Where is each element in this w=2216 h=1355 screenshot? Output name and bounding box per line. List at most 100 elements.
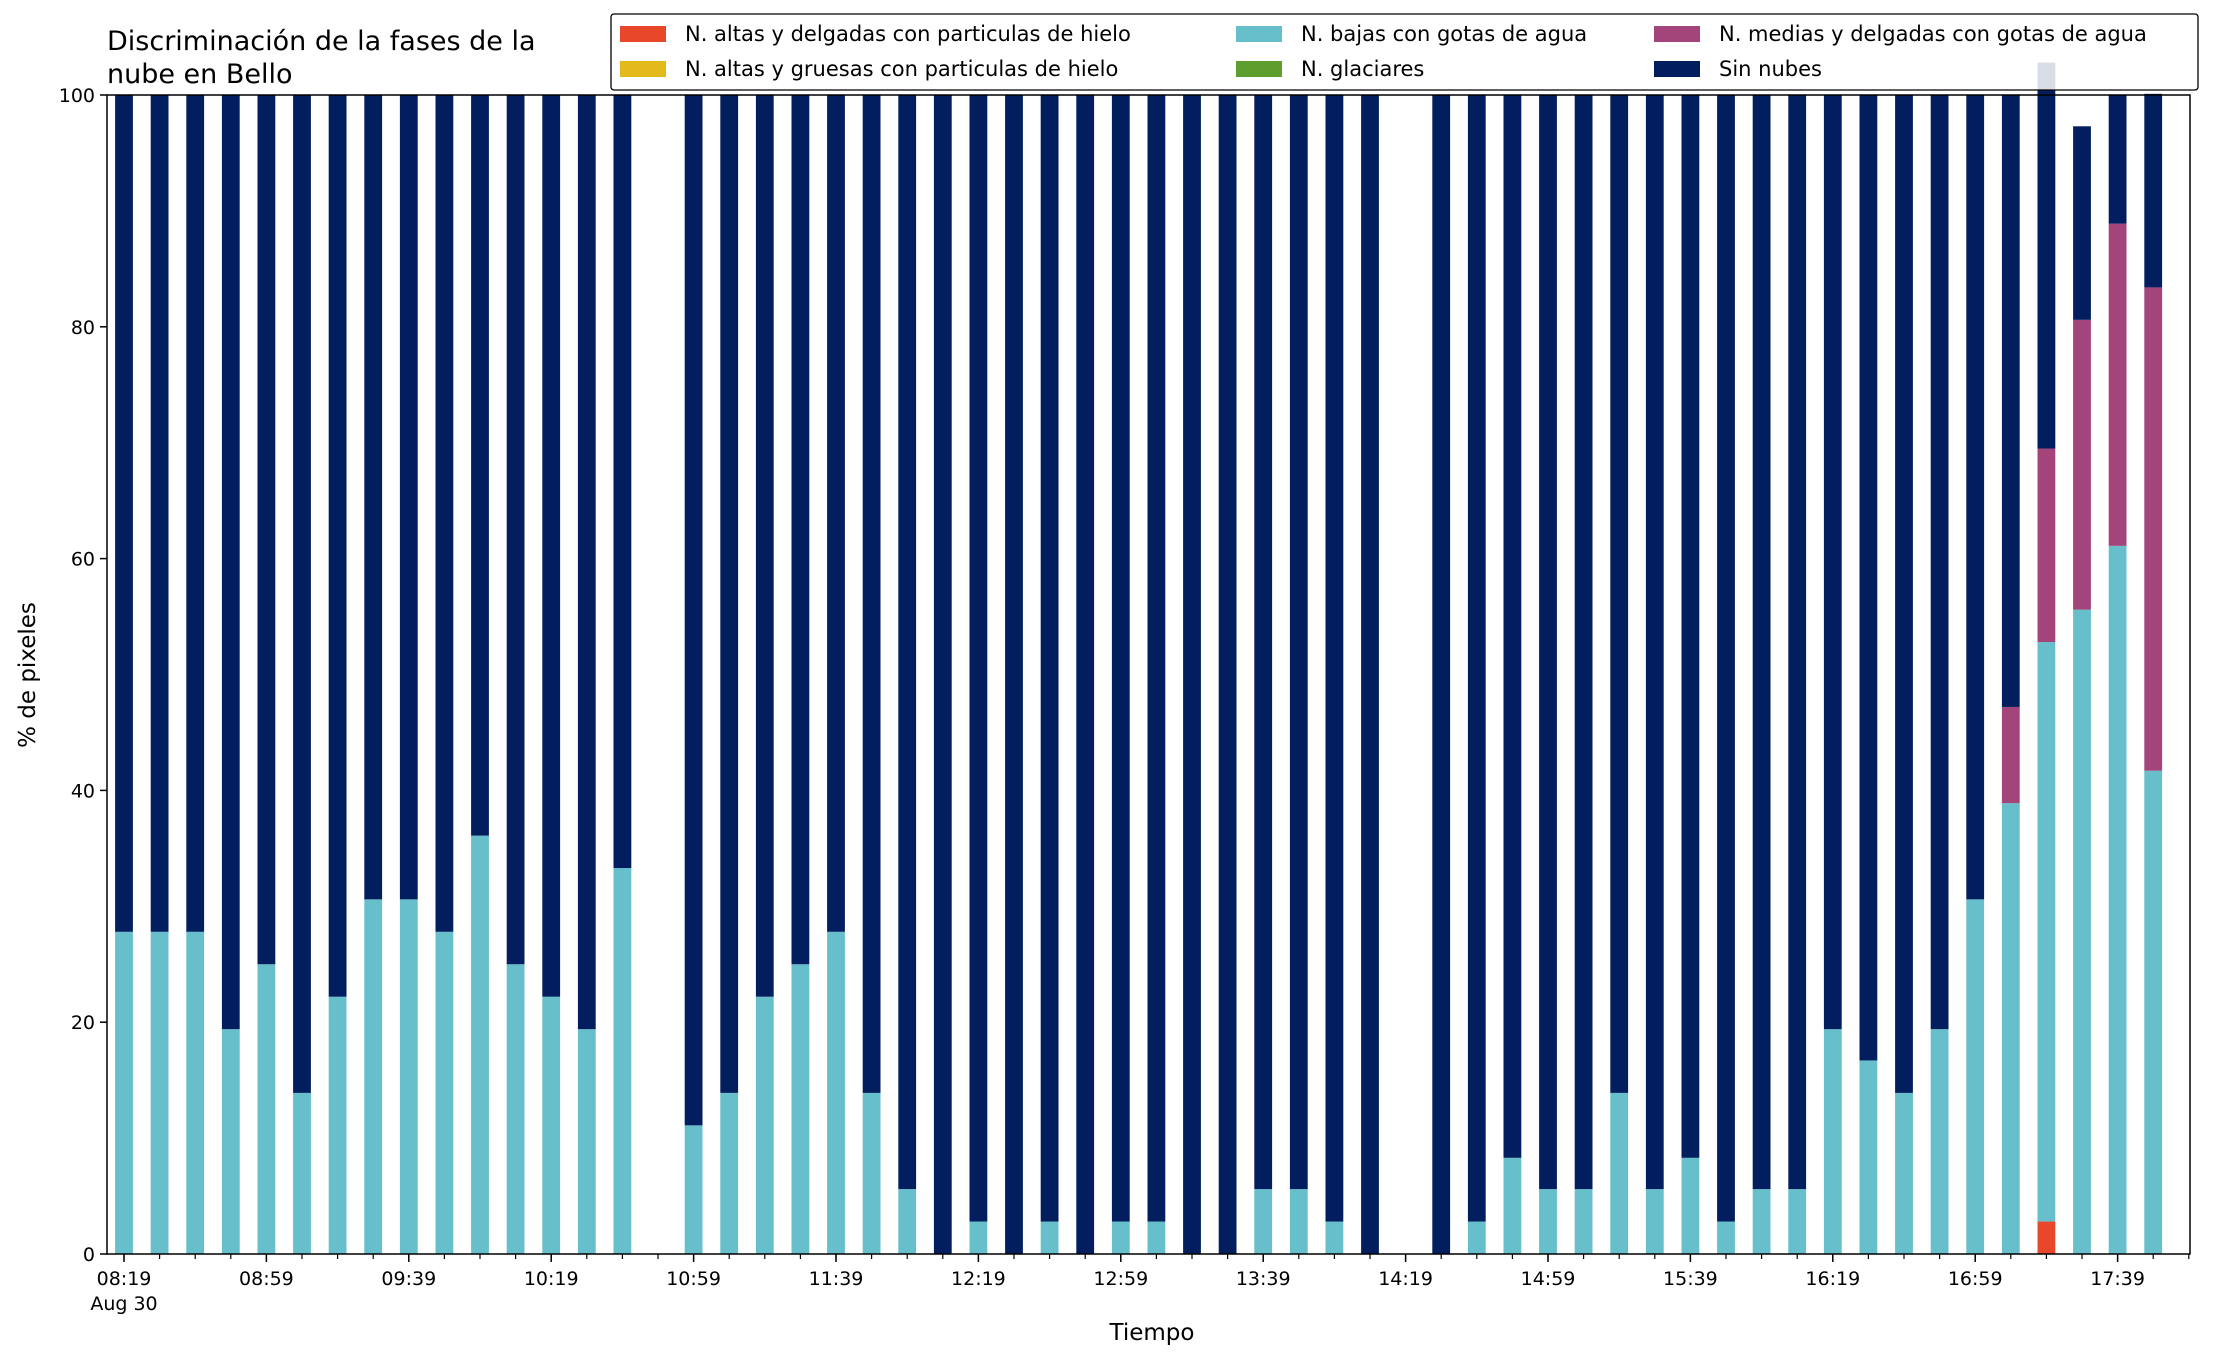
bar-segment bbox=[755, 996, 774, 1254]
bar-segment bbox=[1432, 95, 1451, 1254]
legend-swatch bbox=[620, 26, 666, 42]
x-axis-label: Tiempo bbox=[1109, 1320, 1195, 1346]
bar-segment bbox=[1040, 95, 1059, 1222]
bar-segment bbox=[1361, 95, 1379, 1254]
bar-segment bbox=[1895, 1092, 1913, 1254]
bar-segment bbox=[1325, 95, 1344, 1222]
bar-segment bbox=[862, 1092, 881, 1254]
bar-segment bbox=[2108, 95, 2127, 224]
bar-segment bbox=[1183, 95, 1201, 1254]
bar-segment bbox=[613, 95, 632, 869]
bar-segment bbox=[2037, 642, 2056, 1222]
bar-segment bbox=[1859, 1060, 1878, 1254]
bar-segment bbox=[2108, 223, 2127, 546]
bar-segment bbox=[969, 95, 988, 1222]
bar-segment bbox=[791, 95, 810, 965]
bar-segment bbox=[1539, 95, 1557, 1190]
bar-segment bbox=[1823, 1029, 1842, 1254]
bar-segment bbox=[1717, 1221, 1735, 1254]
legend-label: N. altas y gruesas con particulas de hie… bbox=[685, 57, 1118, 81]
bar-segment bbox=[150, 931, 169, 1254]
bar-segment bbox=[1539, 1189, 1557, 1254]
x-tick-sublabel: Aug 30 bbox=[90, 1293, 157, 1315]
bar-segment bbox=[2001, 803, 2020, 1254]
bar-segment bbox=[577, 1029, 596, 1254]
bar-segment bbox=[1610, 1092, 1629, 1254]
bar-segment bbox=[1574, 1189, 1593, 1254]
bar-segment bbox=[933, 95, 952, 1254]
bar-segment bbox=[1503, 1157, 1522, 1254]
bar-segment bbox=[115, 931, 133, 1254]
bar-segment bbox=[613, 868, 632, 1254]
legend-label: N. glaciares bbox=[1301, 57, 1424, 81]
bar-segment bbox=[1467, 1221, 1486, 1254]
bar-segment bbox=[1076, 95, 1095, 1254]
bar-segment bbox=[221, 95, 240, 1030]
bar-segment bbox=[2037, 62, 2056, 449]
bar-segment bbox=[2108, 545, 2127, 1254]
bar-segment bbox=[2073, 319, 2091, 610]
bar-segment bbox=[1823, 95, 1842, 1030]
bar-segment bbox=[2001, 706, 2020, 804]
bar-segment bbox=[1930, 95, 1949, 1030]
bar-segment bbox=[2144, 287, 2163, 771]
bar-segment bbox=[1111, 1221, 1130, 1254]
bar-segment bbox=[221, 1029, 240, 1254]
bar-segment bbox=[186, 95, 205, 932]
x-axis: 08:19 08:59 09:39 10:19 10:59 11:39 12:19 12:59… bbox=[90, 1254, 2190, 1315]
bar-segment bbox=[1752, 1189, 1771, 1254]
x-tick-label: 13:39 bbox=[1236, 1268, 1291, 1290]
bar-segment bbox=[293, 95, 311, 1093]
x-tick-label: 17:39 bbox=[2090, 1268, 2145, 1290]
y-tick-label: 60 bbox=[71, 549, 95, 571]
y-tick-label: 0 bbox=[83, 1244, 95, 1266]
bar-segment bbox=[364, 95, 383, 900]
bar-segment bbox=[755, 95, 774, 997]
legend-swatch bbox=[1654, 26, 1700, 42]
bar-segment bbox=[827, 931, 845, 1254]
bar-segment bbox=[1788, 1189, 1807, 1254]
bar-segment bbox=[2073, 609, 2091, 1254]
bar-segment bbox=[2073, 126, 2091, 320]
bar-segment bbox=[186, 931, 205, 1254]
bar-segment bbox=[1111, 95, 1130, 1222]
bar-segment bbox=[1752, 95, 1771, 1190]
bar-segment bbox=[1966, 95, 1985, 900]
bar-segment bbox=[1859, 95, 1878, 1061]
x-tick-label: 08:19 bbox=[97, 1268, 152, 1290]
bar-segment bbox=[471, 95, 489, 836]
bar-segment bbox=[1681, 1157, 1700, 1254]
bar-segment bbox=[827, 95, 845, 932]
x-tick-label: 12:19 bbox=[951, 1268, 1006, 1290]
bar-segment bbox=[969, 1221, 988, 1254]
bar-segment bbox=[1218, 95, 1237, 1254]
bar-segment bbox=[898, 1189, 917, 1254]
bar-segment bbox=[1254, 95, 1273, 1190]
y-tick-label: 20 bbox=[71, 1012, 95, 1034]
legend-swatch bbox=[1236, 61, 1282, 77]
bar-segment bbox=[1254, 1189, 1273, 1254]
bar-segment bbox=[399, 95, 418, 900]
bar-segment bbox=[1147, 95, 1166, 1222]
bar-segment bbox=[1645, 95, 1664, 1190]
bar-segment bbox=[1717, 95, 1735, 1222]
bar-segment bbox=[1289, 95, 1308, 1190]
bar-segment bbox=[328, 95, 347, 997]
bar-segment bbox=[1788, 95, 1807, 1190]
x-tick-label: 12:59 bbox=[1093, 1268, 1148, 1290]
bar-segment bbox=[1574, 95, 1593, 1190]
bar-segment bbox=[257, 95, 276, 965]
bar-segment bbox=[506, 964, 525, 1254]
legend-frame bbox=[610, 13, 2199, 91]
bar-segment bbox=[506, 95, 525, 965]
bar-segment bbox=[684, 95, 703, 1126]
legend-swatch bbox=[620, 61, 666, 77]
bar-segment bbox=[1005, 95, 1023, 1254]
x-tick-label: 11:39 bbox=[809, 1268, 864, 1290]
bar-segment bbox=[1966, 899, 1985, 1254]
legend-label: N. bajas con gotas de agua bbox=[1301, 22, 1587, 46]
bar-segment bbox=[1681, 95, 1700, 1158]
bar-segment bbox=[293, 1092, 311, 1254]
bar-segment bbox=[2001, 95, 2020, 707]
